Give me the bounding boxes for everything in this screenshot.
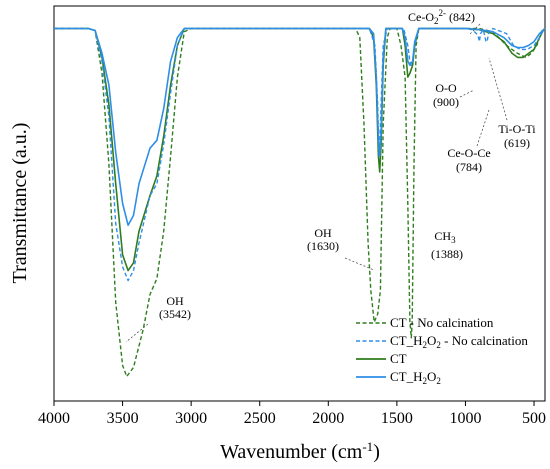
annotation-oh-3542-label: OH <box>166 294 184 308</box>
y-axis-label: Transmittance (a.u.) <box>9 123 31 284</box>
annotation-oo-leader <box>459 89 475 98</box>
series-line-ct <box>54 27 546 272</box>
annotation-oh-1630-leader <box>344 257 375 271</box>
annotation-ch3-label: CH3 <box>434 229 456 245</box>
x-tick-label-500: 500 <box>522 410 546 427</box>
annotation-ceoce-label: Ce-O-Ce <box>447 146 490 160</box>
annotation-oh-1630-value: (1630) <box>307 239 339 253</box>
annotation-oh-3542-value: (3542) <box>159 307 191 321</box>
legend-label-ct: CT <box>390 351 407 366</box>
series-line-ct-h2o2-no-calcination <box>54 27 546 282</box>
x-tick-label-2000: 2000 <box>312 410 344 427</box>
annotation-ch3-value: (1388) <box>431 247 463 261</box>
x-tick-label-1500: 1500 <box>381 410 413 427</box>
x-tick-label-4000: 4000 <box>38 410 70 427</box>
annotation-tioti-value: (619) <box>504 136 530 150</box>
annotation-ceoce-value: (784) <box>456 160 482 174</box>
series-line-ct-no-calcination <box>54 27 546 378</box>
annotation-oh-3542-leader <box>125 323 149 343</box>
series-line-ct-h2o2 <box>54 27 546 226</box>
x-axis: 4000 3500 3000 2500 2000 1500 1000 500 <box>38 401 546 427</box>
x-tick-label-3000: 3000 <box>175 410 207 427</box>
plot-frame <box>53 5 546 402</box>
series-layer <box>54 27 546 378</box>
annotation-tioti-leader <box>488 57 508 121</box>
legend-label-cth2o2: CT_H2O2 <box>390 369 441 386</box>
annotation-ceoce-leader <box>476 109 490 147</box>
x-tick-label-1000: 1000 <box>449 410 481 427</box>
annotation-oh-1630-label: OH <box>314 226 332 240</box>
annotations: OH (3542) OH (1630) CH3 (1388) Ce-O22- (… <box>125 8 536 343</box>
legend: CT - No calcination CT_H2O2 - No calcina… <box>356 315 528 386</box>
annotation-oo-value: (900) <box>433 95 459 109</box>
annotation-oo-label: O-O <box>435 81 457 95</box>
legend-label-ct-no-calcination: CT - No calcination <box>390 315 494 330</box>
x-tick-label-2500: 2500 <box>244 410 276 427</box>
annotation-ceo2-label: Ce-O22- (842) <box>408 8 475 26</box>
annotation-tioti-label: Ti-O-Ti <box>498 122 536 136</box>
legend-label-cth2o2-no-calcination: CT_H2O2 - No calcination <box>390 333 528 350</box>
x-tick-label-3500: 3500 <box>107 410 139 427</box>
x-axis-label: Wavenumber (cm-1) <box>220 439 380 463</box>
